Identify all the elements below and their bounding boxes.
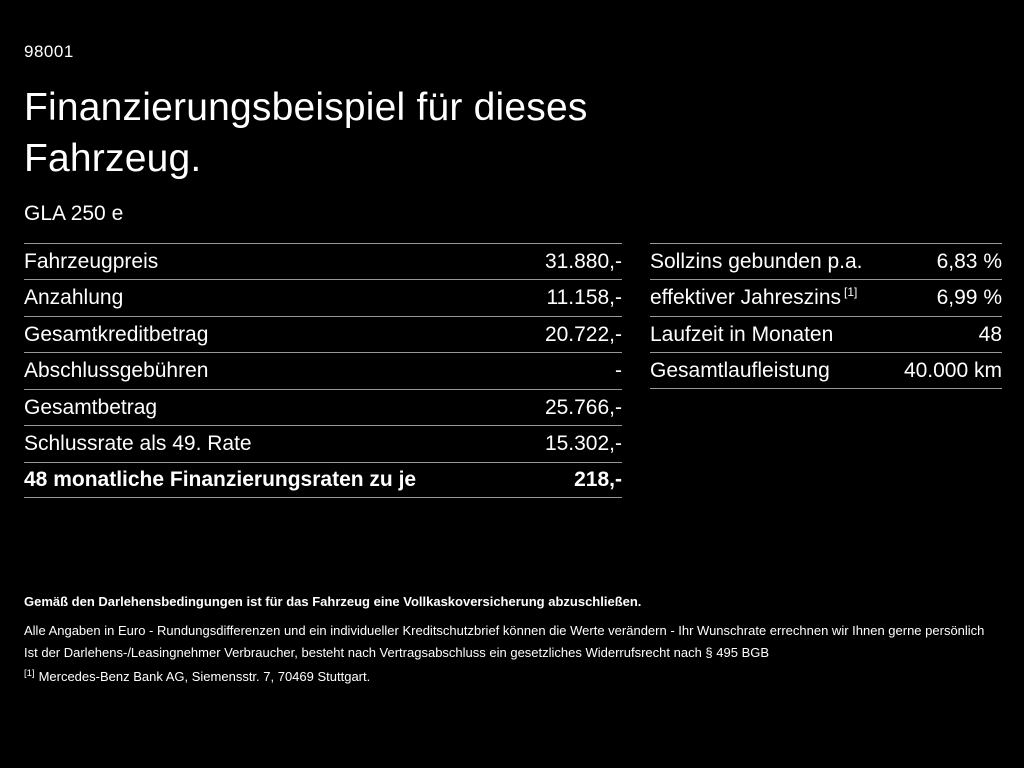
row-label: 48 monatliche Finanzierungsraten zu je <box>24 468 417 492</box>
row-label: Gesamtkreditbetrag <box>24 322 209 346</box>
euro-rounding-note: Alle Angaben in Euro - Rundungsdifferenz… <box>24 622 985 638</box>
page-title-line1: Finanzierungsbeispiel für dieses <box>24 86 588 129</box>
footnote-text: Mercedes-Benz Bank AG, Siemensstr. 7, 70… <box>38 669 371 685</box>
page-code: 98001 <box>24 42 74 61</box>
page-title: Finanzierungsbeispiel für dieses Fahrzeug… <box>24 82 1002 185</box>
row-value: 6,83 % <box>936 249 1002 273</box>
table-row-sollzins: Sollzins gebunden p.a. 6,83 % <box>650 242 1002 280</box>
row-label: Gesamtlaufleistung <box>650 358 830 382</box>
table-row-laufzeit: Laufzeit in Monaten 48 <box>650 315 1002 353</box>
footer-notes: Gemäß den Darlehensbedingungen ist für d… <box>24 591 1000 688</box>
financing-tables: Fahrzeugpreis 31.880,- Anzahlung 11.158,… <box>24 242 1002 499</box>
row-value: 6,99 % <box>936 286 1002 310</box>
row-value: - <box>615 359 622 383</box>
row-label: effektiver Jahreszins [1] <box>650 285 858 310</box>
insurance-note: Gemäß den Darlehensbedingungen ist für d… <box>24 594 642 609</box>
row-label: Gesamtbetrag <box>24 395 158 419</box>
row-label: Fahrzeugpreis <box>24 249 159 273</box>
footnote-reference: [1] <box>844 285 858 300</box>
row-label: Laufzeit in Monaten <box>650 322 834 346</box>
table-row-gesamtkreditbetrag: Gesamtkreditbetrag 20.722,- <box>24 315 622 353</box>
row-label: Anzahlung <box>24 286 124 310</box>
row-value: 218,- <box>574 468 622 492</box>
row-label: Abschlussgebühren <box>24 359 209 383</box>
table-row-anzahlung: Anzahlung 11.158,- <box>24 279 622 316</box>
row-value: 15.302,- <box>544 432 622 456</box>
withdrawal-right-note: Ist der Darlehens-/Leasingnehmer Verbrau… <box>24 644 770 660</box>
page-title-line2: Fahrzeug. <box>24 137 202 181</box>
table-row-fahrzeugpreis: Fahrzeugpreis 31.880,- <box>24 242 622 280</box>
row-value: 25.766,- <box>544 395 622 419</box>
financing-table-left: Fahrzeugpreis 31.880,- Anzahlung 11.158,… <box>24 242 622 499</box>
table-row-effektiver-jahreszins: effektiver Jahreszins [1] 6,99 % <box>650 279 1002 316</box>
financing-table-right: Sollzins gebunden p.a. 6,83 % effektiver… <box>650 242 1002 389</box>
bank-footnote: [1] Mercedes-Benz Bank AG, Siemensstr. 7,… <box>24 666 1000 688</box>
table-row-schlussrate: Schlussrate als 49. Rate 15.302,- <box>24 425 622 462</box>
table-row-abschlussgebuehren: Abschlussgebühren - <box>24 352 622 389</box>
row-value: 31.880,- <box>544 249 622 273</box>
table-row-gesamtbetrag: Gesamtbetrag 25.766,- <box>24 388 622 426</box>
footnote-marker: [1] <box>24 668 35 680</box>
table-row-gesamtlaufleistung: Gesamtlaufleistung 40.000 km <box>650 352 1002 389</box>
row-value: 40.000 km <box>903 358 1002 382</box>
row-value: 20.722,- <box>544 322 622 346</box>
row-label: Sollzins gebunden p.a. <box>650 249 863 273</box>
row-value: 11.158,- <box>546 286 623 310</box>
vehicle-model: GLA 250 e <box>24 201 124 225</box>
table-row-monatsrate: 48 monatliche Finanzierungsraten zu je 2… <box>24 461 622 499</box>
row-label: Schlussrate als 49. Rate <box>24 432 252 456</box>
row-value: 48 <box>978 322 1002 346</box>
